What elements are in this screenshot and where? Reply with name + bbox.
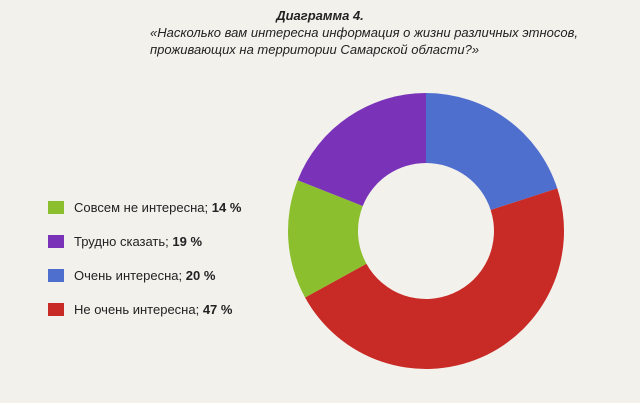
legend-item-hard-to-say: Трудно сказать; 19 % bbox=[48, 224, 298, 258]
legend-item-not-very-interested: Не очень интересна; 47 % bbox=[48, 292, 298, 326]
slice-very-interested bbox=[426, 93, 558, 210]
legend-label: Совсем не интересна; 14 % bbox=[74, 199, 242, 215]
chart-title: Диаграмма 4. bbox=[276, 8, 364, 23]
chart-subtitle: «Насколько вам интересна информация о жи… bbox=[150, 25, 578, 57]
slice-not-very-interested bbox=[305, 188, 564, 369]
legend-label: Очень интересна; 20 % bbox=[74, 267, 216, 283]
legend-label: Трудно сказать; 19 % bbox=[74, 233, 203, 249]
slice-hard-to-say bbox=[297, 92, 426, 206]
legend-swatch bbox=[48, 268, 64, 282]
legend-swatch bbox=[48, 234, 64, 248]
legend: Совсем не интересна; 14 % Трудно сказать… bbox=[48, 190, 298, 326]
legend-item-very-interested: Очень интересна; 20 % bbox=[48, 258, 298, 292]
legend-item-not-interested: Совсем не интересна; 14 % bbox=[48, 190, 298, 224]
legend-label: Не очень интересна; 47 % bbox=[74, 301, 233, 317]
legend-swatch bbox=[48, 302, 64, 316]
slice-not-interested bbox=[288, 180, 367, 298]
legend-swatch bbox=[48, 200, 64, 214]
